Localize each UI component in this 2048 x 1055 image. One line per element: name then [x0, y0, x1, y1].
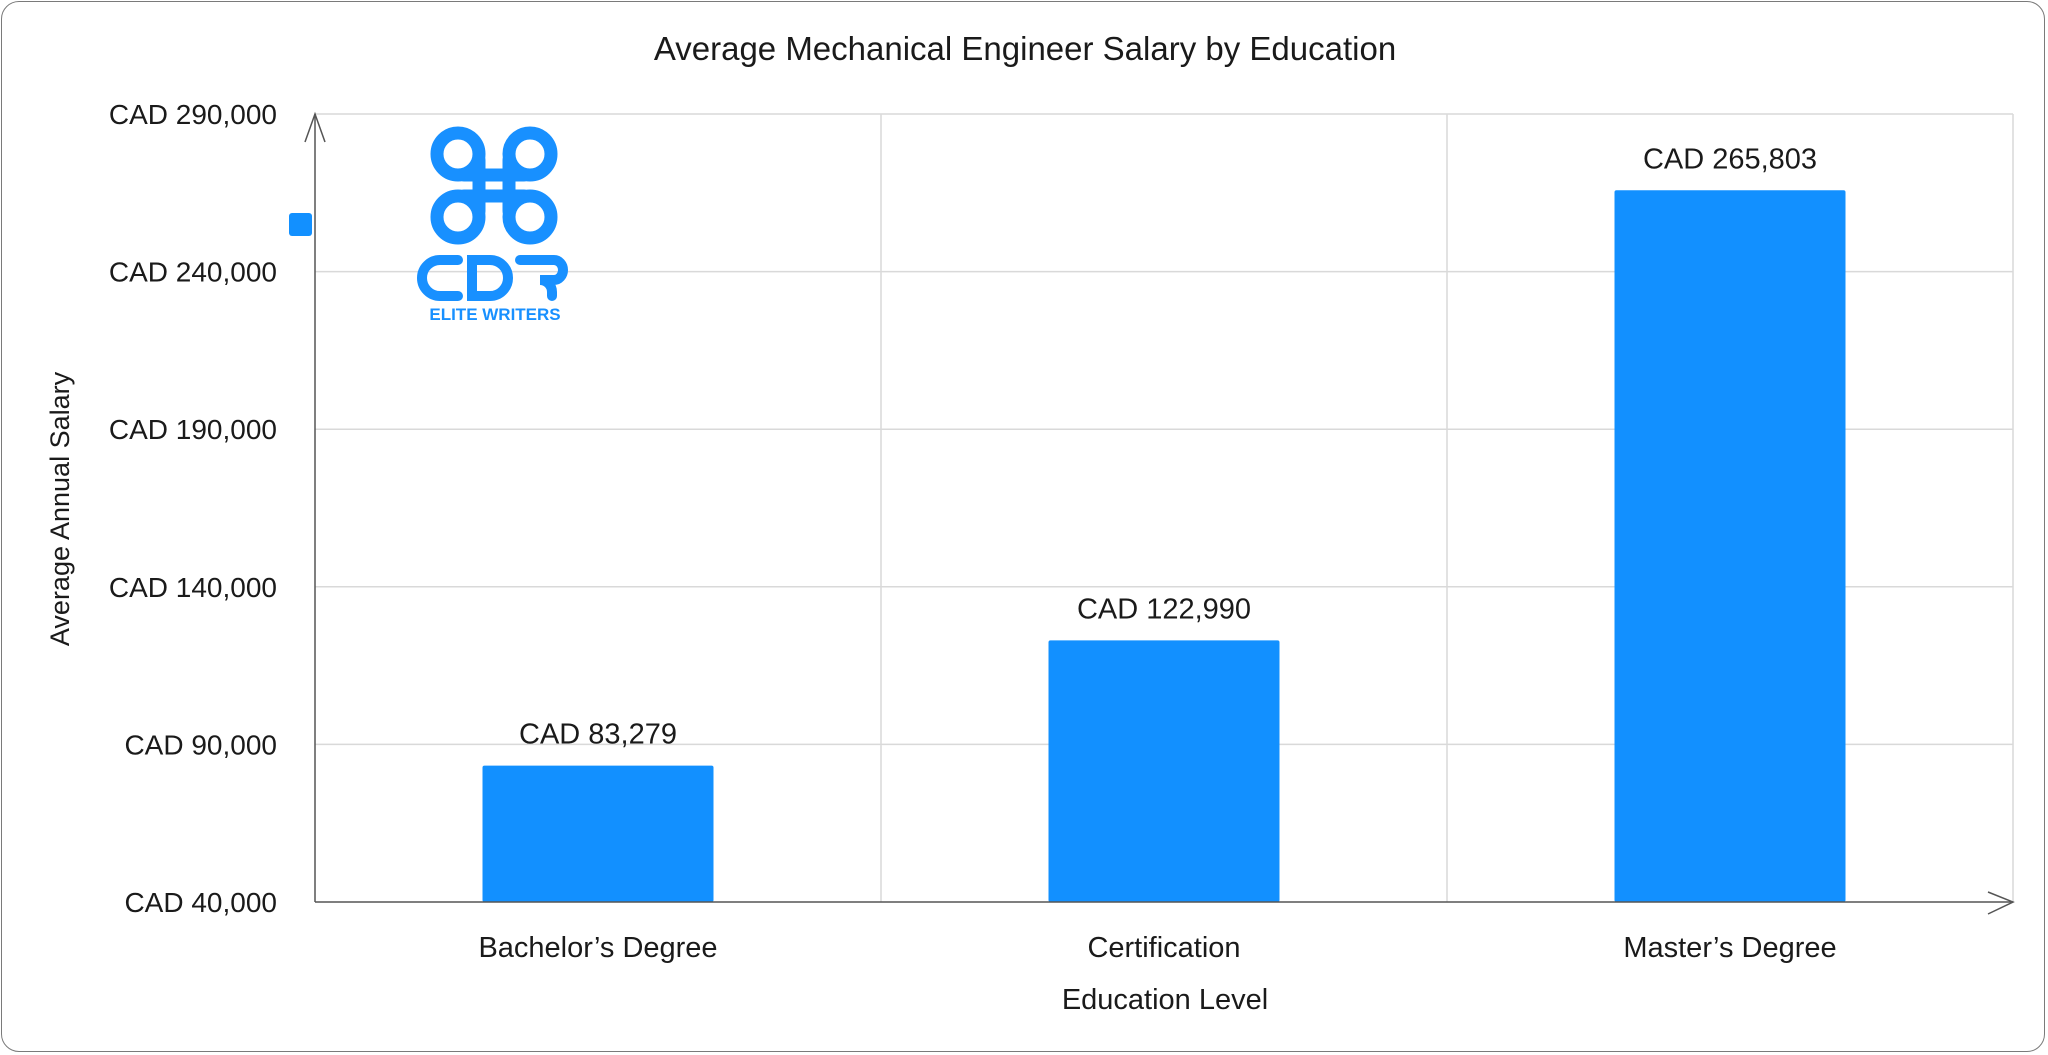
axes: [304, 111, 2015, 915]
y-tick-label: CAD 90,000: [124, 729, 277, 760]
legend-marker: [289, 213, 312, 236]
y-axis-label: Average Annual Salary: [45, 371, 75, 646]
y-axis-arrow-icon: [304, 111, 326, 143]
bar: [1614, 190, 1846, 903]
y-tick-label: CAD 40,000: [124, 887, 277, 918]
data-labels: CAD 83,279 CAD 122,990 CAD 265,803: [519, 143, 1817, 750]
logo: ELITE WRITERS: [417, 126, 568, 324]
y-tick-label: CAD 190,000: [109, 414, 277, 445]
x-tick-label: Bachelor’s Degree: [478, 932, 717, 964]
y-tick-label: CAD 290,000: [109, 99, 277, 130]
x-tick-labels: Bachelor’s Degree Certification Master’s D…: [478, 932, 1836, 964]
x-tick-label: Certification: [1087, 932, 1240, 964]
bar: [482, 765, 714, 902]
data-label: CAD 83,279: [519, 719, 677, 751]
data-label: CAD 265,803: [1643, 143, 1817, 175]
y-tick-labels: CAD 40,000 CAD 90,000 CAD 140,000 CAD 190,0…: [109, 99, 277, 918]
x-axis-label: Education Level: [1062, 984, 1268, 1016]
x-axis-arrow-icon: [1987, 891, 2015, 915]
data-label: CAD 122,990: [1077, 593, 1251, 625]
y-tick-label: CAD 240,000: [109, 257, 277, 288]
x-tick-label: Master’s Degree: [1623, 932, 1836, 964]
y-tick-label: CAD 140,000: [109, 572, 277, 603]
bar: [1048, 640, 1280, 902]
bars: [482, 190, 1846, 903]
chart-title: Average Mechanical Engineer Salary by Ed…: [654, 30, 1396, 67]
logo-subtext: ELITE WRITERS: [429, 305, 560, 324]
